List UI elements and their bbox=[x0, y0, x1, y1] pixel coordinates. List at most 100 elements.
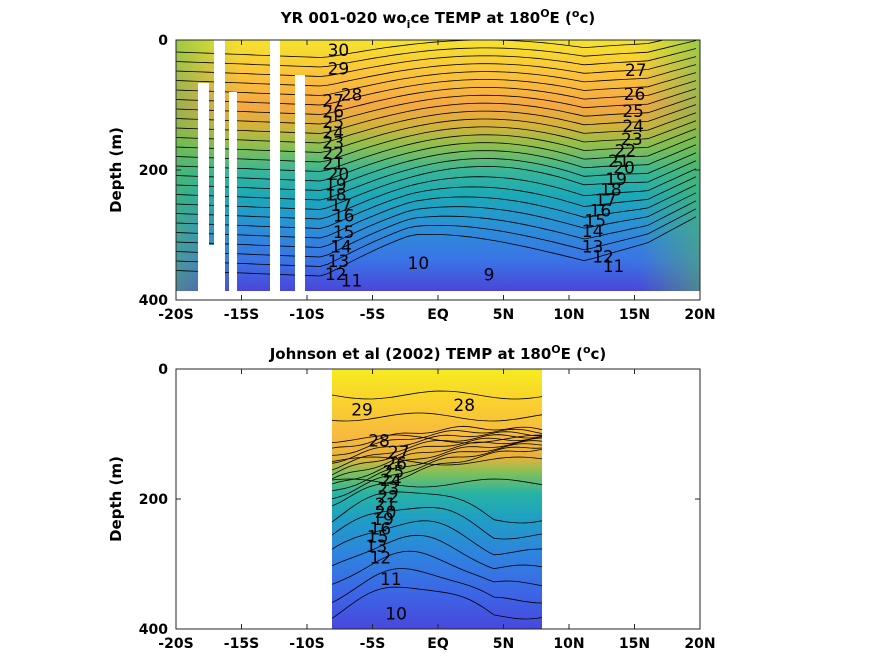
x-tick-label: -10S bbox=[289, 307, 324, 323]
y-tick-label: 400 bbox=[139, 622, 168, 638]
contour-label: 10 bbox=[408, 254, 430, 274]
contour-line bbox=[332, 446, 542, 500]
contour-label: 19 bbox=[372, 510, 394, 530]
y-tick-label: 400 bbox=[139, 293, 168, 309]
contour-line bbox=[176, 112, 697, 153]
contour-line bbox=[332, 478, 542, 488]
contour-label: 21 bbox=[322, 155, 344, 175]
contour-label: 23 bbox=[377, 480, 399, 500]
contour-line bbox=[332, 443, 542, 492]
contour-label: 16 bbox=[333, 207, 355, 227]
x-tick-label: -10S bbox=[289, 636, 324, 652]
contour-line bbox=[176, 64, 697, 96]
contour-label: 27 bbox=[388, 443, 410, 463]
contour-line bbox=[332, 534, 542, 570]
contour-line bbox=[176, 136, 697, 182]
contour-line bbox=[176, 88, 697, 125]
contour-label: 17 bbox=[595, 191, 617, 211]
contour-line bbox=[176, 120, 697, 163]
contour-label: 15 bbox=[584, 212, 606, 232]
contour-label: 27 bbox=[625, 61, 647, 81]
contour-label: 18 bbox=[600, 181, 622, 201]
contour-line bbox=[176, 184, 697, 239]
contour-label: 13 bbox=[582, 238, 604, 258]
x-tick-label: EQ bbox=[427, 636, 449, 652]
contour-line bbox=[332, 440, 542, 485]
contour-line bbox=[176, 176, 697, 229]
x-tick-label: 20N bbox=[684, 636, 715, 652]
contour-label: 21 bbox=[375, 495, 397, 515]
x-tick-label: 10N bbox=[553, 636, 584, 652]
contour-line bbox=[332, 507, 542, 540]
contour-label: 22 bbox=[615, 142, 637, 162]
contour-label: 24 bbox=[622, 117, 644, 137]
contour-label: 14 bbox=[582, 222, 604, 242]
contour-line bbox=[332, 436, 542, 476]
contour-line bbox=[176, 192, 697, 248]
x-tick-label: 10N bbox=[553, 307, 584, 323]
top-y-axis-label: Depth (m) bbox=[107, 127, 125, 213]
contour-line bbox=[176, 144, 697, 191]
contour-line bbox=[332, 491, 542, 524]
contour-label: 23 bbox=[621, 130, 643, 150]
contour-line bbox=[176, 40, 665, 58]
contour-label: 14 bbox=[330, 238, 352, 258]
contour-line bbox=[332, 434, 542, 444]
contour-line bbox=[332, 520, 542, 556]
contour-line bbox=[176, 80, 697, 115]
x-tick-label: -15S bbox=[224, 636, 259, 652]
x-tick-label: -5S bbox=[360, 636, 386, 652]
contour-line bbox=[332, 448, 542, 507]
contour-line bbox=[176, 208, 697, 267]
top-chart-title: YR 001-020 woice TEMP at 180OE (oc) bbox=[280, 7, 595, 31]
contour-label: 30 bbox=[328, 41, 350, 61]
contour-line bbox=[332, 437, 542, 480]
contour-line bbox=[332, 428, 542, 456]
contour-label: 28 bbox=[341, 86, 363, 106]
y-tick-label: 0 bbox=[158, 33, 168, 49]
contour-label: 22 bbox=[377, 487, 399, 507]
top-contour-labels: 3029282726252423222120191817161514131211… bbox=[322, 41, 646, 292]
contour-line bbox=[176, 48, 697, 77]
contour-label: 24 bbox=[380, 471, 402, 491]
contour-line bbox=[332, 586, 542, 620]
contour-line bbox=[176, 96, 697, 134]
contour-label: 26 bbox=[624, 85, 646, 105]
x-tick-label: -15S bbox=[224, 307, 259, 323]
contour-label: 12 bbox=[592, 247, 614, 267]
contour-label: 12 bbox=[370, 549, 392, 569]
contour-label: 26 bbox=[385, 454, 407, 474]
x-tick-label: 15N bbox=[619, 636, 650, 652]
contour-line bbox=[176, 128, 697, 172]
bottom-temperature-field bbox=[332, 369, 542, 629]
bottom-y-axis: 0 200 400 bbox=[139, 362, 700, 638]
contour-label: 21 bbox=[608, 152, 630, 172]
contour-label: 29 bbox=[328, 60, 350, 80]
contour-label: 11 bbox=[380, 570, 402, 590]
contour-label: 22 bbox=[322, 144, 344, 164]
contour-label: 25 bbox=[383, 463, 405, 483]
contour-line bbox=[332, 456, 542, 466]
x-tick-label: 15N bbox=[619, 307, 650, 323]
contour-label: 20 bbox=[328, 165, 350, 185]
contour-label: 28 bbox=[453, 396, 475, 416]
contour-label: 26 bbox=[322, 103, 344, 123]
contour-line bbox=[332, 412, 542, 422]
x-tick-label: 5N bbox=[493, 636, 514, 652]
x-tick-label: 5N bbox=[493, 307, 514, 323]
x-tick-label: -20S bbox=[158, 307, 193, 323]
contour-line bbox=[332, 390, 542, 400]
y-tick-label: 200 bbox=[139, 492, 168, 508]
contour-label: 27 bbox=[322, 91, 344, 111]
y-tick-label: 0 bbox=[158, 362, 168, 378]
contour-label: 13 bbox=[328, 252, 350, 272]
contour-line bbox=[332, 431, 542, 464]
model-temperature-panel: 3029282726252423222120191817161514131211… bbox=[107, 7, 716, 323]
contour-label: 25 bbox=[622, 102, 644, 122]
contour-label: 11 bbox=[603, 257, 625, 277]
x-tick-label: -5S bbox=[360, 307, 386, 323]
contour-label: 23 bbox=[322, 134, 344, 154]
contour-label: 25 bbox=[322, 113, 344, 133]
